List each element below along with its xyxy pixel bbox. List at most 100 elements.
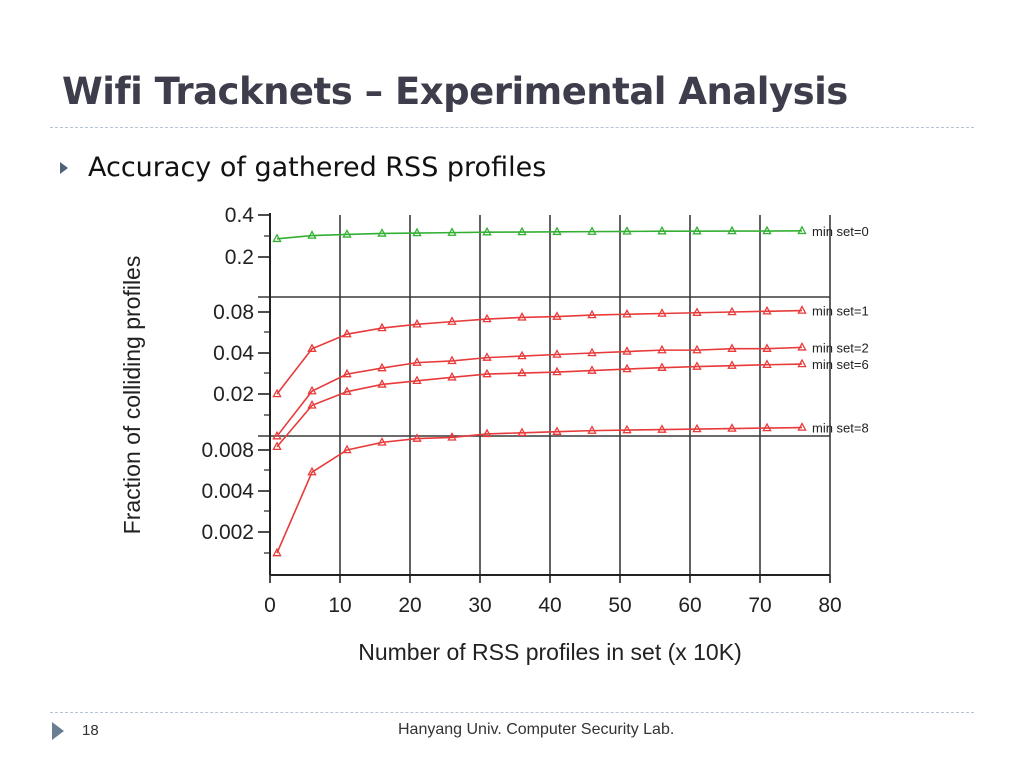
x-tick-label: 20 — [398, 594, 421, 617]
x-tick-label: 50 — [608, 594, 631, 617]
series-label: min set=6 — [812, 357, 869, 372]
data-point-marker — [307, 343, 317, 352]
data-point-marker — [762, 305, 772, 315]
bullet-arrow-icon — [60, 161, 68, 174]
data-point-marker — [447, 227, 457, 236]
series-label: min set=2 — [812, 340, 869, 355]
data-point-marker — [412, 357, 422, 366]
data-point-marker — [377, 437, 387, 446]
data-point-marker — [272, 547, 282, 557]
data-point-marker — [692, 225, 702, 235]
data-point-marker — [447, 432, 457, 441]
data-point-marker — [482, 226, 492, 236]
data-point-marker — [272, 388, 282, 398]
data-point-marker — [657, 225, 667, 235]
data-point-marker — [342, 444, 352, 454]
grid-lines — [258, 215, 831, 575]
data-point-marker — [447, 355, 457, 365]
y-axis-title: Fraction of colliding profiles — [119, 256, 145, 535]
data-point-marker — [622, 363, 632, 373]
footer-text: Hanyang Univ. Computer Security Lab. — [398, 721, 675, 738]
data-point-marker — [552, 349, 562, 358]
data-point-marker — [342, 328, 352, 338]
x-tick-label: 80 — [818, 594, 841, 617]
data-point-marker — [657, 362, 667, 371]
data-point-marker — [482, 313, 492, 323]
data-point-marker — [517, 350, 527, 360]
footer-divider — [50, 712, 974, 713]
data-point-marker — [622, 424, 632, 434]
series-line — [276, 363, 803, 448]
data-point-marker — [412, 318, 422, 328]
series-label: min set=1 — [812, 304, 869, 319]
series-line — [276, 230, 803, 240]
data-point-marker — [797, 358, 807, 368]
data-point-marker — [692, 344, 702, 354]
data-point-marker — [307, 230, 317, 239]
data-point-marker — [622, 226, 632, 235]
data-point-marker — [447, 371, 457, 381]
data-point-marker — [657, 308, 667, 317]
data-point-marker — [727, 306, 737, 316]
slide-title: Wifi Tracknets – Experimental Analysis — [62, 70, 848, 113]
data-point-marker — [762, 359, 772, 368]
data-point-marker — [272, 441, 282, 450]
y-tick-label: 0.02 — [213, 383, 254, 406]
data-point-marker — [692, 307, 702, 316]
data-point-marker — [482, 352, 492, 361]
data-point-marker — [272, 430, 282, 440]
data-point-marker — [727, 225, 737, 235]
data-point-marker — [727, 423, 737, 432]
series-label: min set=0 — [812, 224, 869, 239]
series-layer — [272, 225, 807, 557]
data-point-marker — [307, 466, 317, 476]
x-tick-label: 10 — [328, 594, 351, 617]
x-axis-title: Number of RSS profiles in set (x 10K) — [358, 639, 741, 665]
data-point-marker — [307, 385, 317, 395]
data-point-marker — [412, 375, 422, 385]
bullet-item: Accuracy of gathered RSS profiles — [60, 152, 546, 183]
data-point-marker — [342, 386, 352, 395]
data-point-marker — [797, 305, 807, 314]
series-line — [276, 309, 803, 395]
data-point-marker — [342, 368, 352, 378]
labels-layer: 0 10 20 30 40 50 60 70 80 0.4 0.2 0.08 0.04 0.02 0.008… — [119, 204, 869, 665]
data-point-marker — [587, 347, 597, 357]
data-point-marker — [447, 316, 457, 325]
data-point-marker — [377, 228, 387, 237]
data-point-marker — [307, 400, 317, 409]
data-point-marker — [762, 225, 772, 235]
data-point-marker — [552, 226, 562, 236]
data-point-marker — [552, 366, 562, 376]
data-point-marker — [657, 344, 667, 354]
y-tick-label: 0.4 — [225, 204, 255, 227]
data-point-marker — [797, 225, 807, 235]
data-point-marker — [517, 367, 527, 377]
series-line — [276, 346, 803, 437]
y-tick-label: 0.08 — [213, 301, 254, 324]
data-point-marker — [587, 226, 597, 235]
data-point-marker — [727, 343, 737, 352]
data-point-marker — [587, 309, 597, 319]
data-point-marker — [587, 365, 597, 374]
axes — [258, 213, 831, 583]
data-point-marker — [622, 308, 632, 318]
x-tick-label: 0 — [264, 594, 276, 617]
title-divider — [50, 127, 974, 128]
footer-arrow-icon — [52, 722, 64, 740]
data-point-marker — [727, 360, 737, 369]
data-point-marker — [797, 422, 807, 431]
data-point-marker — [587, 425, 597, 434]
y-tick-label: 0.04 — [213, 342, 254, 365]
data-point-marker — [552, 426, 562, 435]
data-point-marker — [412, 433, 422, 442]
data-point-marker — [692, 423, 702, 433]
series-label: min set=8 — [812, 421, 869, 436]
data-point-marker — [762, 343, 772, 352]
data-point-marker — [412, 227, 422, 237]
data-point-marker — [517, 226, 527, 236]
y-tick-label: 0.002 — [201, 521, 254, 544]
data-point-marker — [797, 342, 807, 351]
data-point-marker — [482, 428, 492, 438]
x-tick-label: 60 — [678, 594, 701, 617]
